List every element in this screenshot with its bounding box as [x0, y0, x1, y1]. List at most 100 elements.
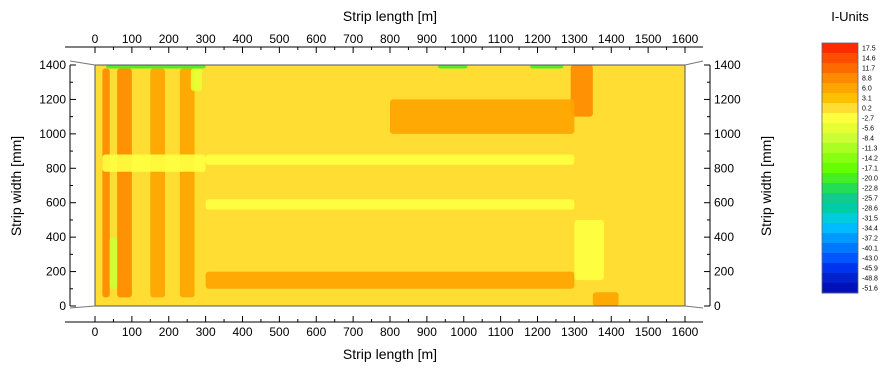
x-tick-label-top-15: 1500	[635, 32, 662, 46]
colorbar-label-1: 14.6	[862, 56, 876, 63]
y-axis-title-right: Strip width [mm]	[758, 136, 774, 236]
y-tick-label-left-6: 1200	[39, 92, 66, 106]
colorbar-swatch-14	[822, 183, 858, 194]
x-tick-label-top-2: 200	[159, 32, 179, 46]
y-tick-label-left-0: 0	[59, 299, 66, 313]
colorbar-label-15: -25.7	[862, 196, 878, 203]
colorbar-swatch-24	[822, 283, 858, 294]
x-tick-label-bottom-2: 200	[159, 325, 179, 339]
frame-corner-bl	[69, 305, 96, 309]
colorbar-swatch-8	[822, 123, 858, 134]
y-tick-label-right-5: 1000	[714, 127, 741, 141]
y-tick-label-right-7: 1400	[714, 58, 741, 72]
y-tick-label-left-4: 800	[46, 161, 66, 175]
colorbar-label-20: -40.1	[862, 246, 878, 253]
colorbar-label-21: -43.0	[862, 256, 878, 263]
colorbar-label-11: -14.2	[862, 156, 878, 163]
x-tick-label-top-9: 900	[417, 32, 437, 46]
colorbar-title: I-Units	[831, 9, 869, 24]
heatmap-region-13	[190, 68, 202, 91]
heatmap-region-6	[390, 99, 575, 134]
y-tick-label-left-3: 600	[46, 196, 66, 210]
colorbar-label-12: -17.1	[862, 166, 878, 173]
heatmap-region-7	[205, 271, 575, 289]
x-tick-label-bottom-7: 700	[343, 325, 363, 339]
x-tick-label-bottom-9: 900	[417, 325, 437, 339]
x-tick-label-bottom-16: 1600	[672, 325, 699, 339]
y-tick-label-left-2: 400	[46, 230, 66, 244]
colorbar-swatch-13	[822, 173, 858, 184]
colorbar-swatch-12	[822, 163, 858, 174]
heatmap-region-11	[574, 219, 604, 281]
x-tick-label-bottom-10: 1000	[450, 325, 477, 339]
x-tick-label-top-11: 1100	[488, 32, 514, 46]
heatmap-region-3	[179, 68, 195, 298]
x-tick-label-top-14: 1400	[598, 32, 625, 46]
colorbar-label-14: -22.8	[862, 186, 878, 193]
y-axis-title-left: Strip width [mm]	[8, 136, 24, 236]
frame-corner-tr	[684, 60, 704, 66]
x-axis-title-top: Strip length [m]	[343, 8, 437, 24]
colorbar-label-0: 17.5	[862, 46, 876, 53]
colorbar-swatch-19	[822, 233, 858, 244]
heatmap-region-2	[150, 68, 166, 298]
heatmap-region-0	[102, 68, 110, 298]
colorbar-label-18: -34.4	[862, 226, 878, 233]
colorbar-swatch-16	[822, 203, 858, 214]
x-tick-label-top-13: 1300	[561, 32, 588, 46]
heatmap-region-9	[205, 154, 575, 165]
x-tick-label-bottom-4: 400	[232, 325, 252, 339]
heatmap-region-12	[109, 237, 118, 289]
colorbar-label-10: -11.3	[862, 146, 878, 153]
x-tick-label-top-4: 400	[232, 32, 252, 46]
colorbar-swatch-9	[822, 133, 858, 144]
colorbar-swatch-4	[822, 83, 858, 94]
x-tick-label-top-5: 500	[269, 32, 289, 46]
x-tick-label-bottom-3: 300	[196, 325, 216, 339]
colorbar-swatch-2	[822, 63, 858, 74]
x-tick-label-bottom-8: 800	[380, 325, 400, 339]
plot-frame	[94, 64, 686, 307]
colorbar-label-9: -8.4	[862, 136, 874, 143]
x-tick-label-top-16: 1600	[672, 32, 699, 46]
x-tick-label-top-1: 100	[122, 32, 142, 46]
colorbar-swatch-5	[822, 93, 858, 104]
colorbar-label-13: -20.0	[862, 176, 878, 183]
x-tick-label-bottom-5: 500	[269, 325, 289, 339]
x-tick-label-bottom-13: 1300	[561, 325, 588, 339]
heatmap-region-4	[570, 65, 593, 117]
colorbar-swatch-0	[822, 43, 858, 54]
colorbar-label-19: -37.2	[862, 236, 878, 243]
colorbar-label-3: 8.8	[862, 76, 872, 83]
heatmap-region-15	[437, 65, 468, 69]
x-tick-label-top-0: 0	[92, 32, 99, 46]
x-tick-label-bottom-1: 100	[122, 325, 142, 339]
colorbar-label-23: -48.8	[862, 276, 878, 283]
x-tick-label-top-6: 600	[306, 32, 326, 46]
colorbar-swatch-6	[822, 103, 858, 114]
colorbar-swatch-20	[822, 243, 858, 254]
colorbar-label-6: 0.2	[862, 106, 872, 113]
colorbar-label-22: -45.9	[862, 266, 878, 273]
colorbar-swatch-23	[822, 273, 858, 284]
y-tick-label-right-6: 1200	[714, 92, 741, 106]
colorbar-label-8: -5.6	[862, 126, 874, 133]
y-tick-label-right-4: 800	[714, 161, 734, 175]
colorbar-label-17: -31.5	[862, 216, 878, 223]
y-tick-label-left-5: 1000	[39, 127, 66, 141]
y-tick-label-right-2: 400	[714, 230, 734, 244]
x-tick-label-top-12: 1200	[524, 32, 551, 46]
colorbar-label-7: -2.7	[862, 116, 874, 123]
frame-corner-br	[684, 305, 704, 309]
colorbar-swatch-7	[822, 113, 858, 124]
x-tick-label-bottom-6: 600	[306, 325, 326, 339]
x-tick-label-top-3: 300	[196, 32, 216, 46]
colorbar-label-2: 11.7	[862, 66, 875, 73]
y-tick-label-right-0: 0	[714, 299, 721, 313]
x-tick-label-bottom-11: 1100	[488, 325, 514, 339]
colorbar-swatch-18	[822, 223, 858, 234]
heatmap-region-16	[530, 65, 564, 69]
y-tick-label-left-7: 1400	[39, 58, 66, 72]
heatmap-region-10	[205, 199, 575, 210]
